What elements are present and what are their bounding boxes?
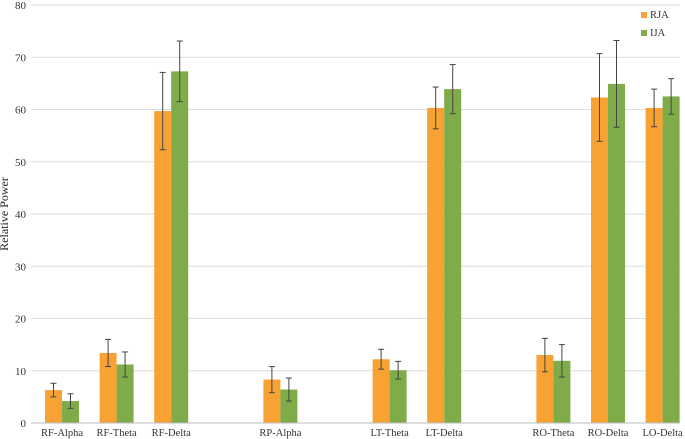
gridlines (31, 4, 680, 372)
bar-ija-rf-delta (171, 71, 189, 424)
error-bar-rja-rf-delta (159, 71, 166, 151)
bar-ija-lo-delta (662, 96, 680, 423)
legend-item-rja: RJA (641, 10, 669, 21)
x-category-label: RP-Alpha (259, 428, 301, 439)
x-axis-category-labels: RF-Alpha RF-Theta RF-Delta RP-Alpha LT-Theta… (41, 428, 683, 439)
y-axis-ticks: 0 10 20 30 40 50 60 70 80 (15, 0, 27, 430)
x-category-label: RF-Delta (152, 428, 191, 439)
y-tick-label: 20 (15, 314, 27, 326)
legend-item-ija: IJA (641, 28, 666, 39)
error-bar-ija-rf-delta (176, 40, 183, 103)
y-tick-label: 60 (15, 105, 27, 117)
error-bar-ija-lo-delta (668, 78, 675, 115)
y-tick-label: 10 (15, 366, 27, 378)
error-bar-rja-lo-delta (651, 88, 658, 128)
error-bar-rja-ro-delta (596, 53, 603, 142)
error-bar-ija-rf-theta (122, 351, 129, 378)
legend-swatch (641, 12, 647, 18)
x-category-label: LT-Delta (426, 428, 463, 439)
y-tick-label: 80 (15, 0, 27, 12)
bar-rja-ro-theta (536, 355, 554, 423)
bar-ija-rp-alpha (280, 389, 298, 423)
legend-swatch (641, 30, 647, 36)
x-category-label: RO-Delta (588, 428, 629, 439)
error-bar-ija-lt-theta (395, 360, 402, 380)
error-bar-rja-ro-theta (541, 337, 548, 373)
y-axis-title: Relative Power (0, 177, 11, 251)
x-category-label: RF-Alpha (41, 428, 83, 439)
bar-ija-lt-theta (389, 370, 407, 423)
legend-label: RJA (650, 10, 669, 21)
bar-ija-rf-alpha (62, 401, 79, 423)
bar-ija-ro-theta (553, 360, 571, 423)
error-bar-rja-rf-alpha (50, 382, 57, 398)
error-bar-ija-ro-theta (558, 344, 565, 378)
y-tick-label: 40 (15, 209, 27, 221)
legend-label: IJA (650, 28, 666, 39)
y-tick-label: 30 (15, 261, 27, 273)
error-bar-ija-lt-delta (449, 64, 456, 115)
y-tick-label: 0 (21, 418, 27, 430)
x-category-label: RO-Theta (532, 428, 574, 439)
error-bar-ija-ro-delta (613, 40, 620, 128)
x-category-label: LO-Delta (642, 428, 683, 439)
legend: RJA IJA (641, 10, 669, 39)
bar-rja-lt-delta (427, 107, 445, 424)
x-category-label: LT-Theta (370, 428, 409, 439)
bar-rja-lo-delta (645, 107, 663, 424)
error-bar-rja-lt-delta (432, 86, 439, 130)
y-tick-label: 70 (15, 52, 27, 64)
bar-ija-rf-theta (116, 364, 134, 423)
error-bar-ija-rp-alpha (285, 377, 292, 402)
bars (45, 71, 680, 424)
error-bar-rja-rp-alpha (268, 366, 275, 394)
error-bars (50, 40, 675, 409)
bar-rja-rf-theta (99, 352, 117, 423)
error-bar-ija-rf-alpha (67, 393, 74, 409)
bar-rja-rp-alpha (263, 379, 281, 423)
bar-rja-lt-theta (372, 359, 390, 423)
y-tick-label: 50 (15, 157, 27, 169)
bar-ija-ro-delta (608, 83, 625, 424)
bar-rja-rf-alpha (45, 390, 62, 423)
bar-rja-ro-delta (591, 97, 608, 424)
bar-rja-rf-delta (154, 111, 172, 423)
bar-ija-lt-delta (444, 89, 462, 423)
x-category-label: RF-Theta (96, 428, 137, 439)
error-bar-rja-lt-theta (378, 348, 385, 370)
error-bar-rja-rf-theta (105, 338, 112, 368)
